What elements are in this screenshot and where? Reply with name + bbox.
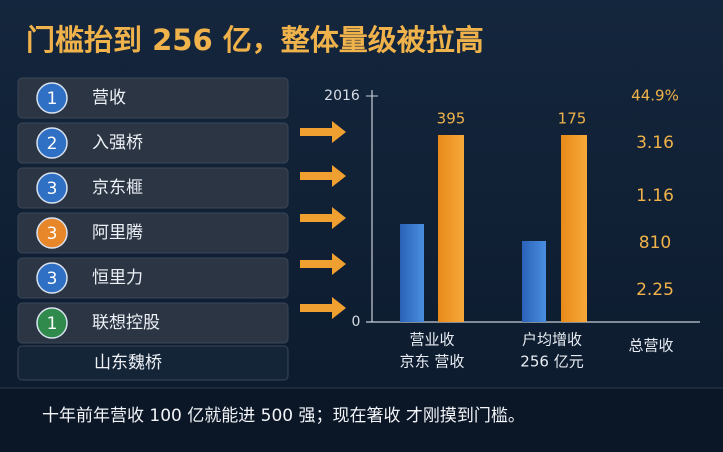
badge <box>36 172 68 204</box>
badge-number: 3 <box>47 269 58 289</box>
title: 门槛抬到 256 亿，整体量级被拉高 <box>26 23 484 57</box>
badge <box>36 82 68 114</box>
axis-label: 2016 <box>324 88 360 104</box>
badge-number: 1 <box>47 314 58 334</box>
list-row <box>17 345 289 381</box>
list-row <box>17 302 289 344</box>
badge-number: 3 <box>47 224 58 244</box>
list-row <box>17 122 289 164</box>
right-label: 810 <box>639 233 671 253</box>
badge <box>36 217 68 249</box>
right-label: 2.25 <box>636 280 674 300</box>
bar <box>400 224 424 322</box>
badge <box>36 127 68 159</box>
list-label: 营收 <box>92 88 126 108</box>
footer-band <box>0 388 723 452</box>
list-row <box>17 212 289 254</box>
category-label: 营业收 <box>409 331 454 349</box>
arrows <box>300 121 346 319</box>
bar <box>561 135 587 322</box>
bar <box>522 241 546 322</box>
badge-number: 1 <box>47 89 58 109</box>
category-label: 京东 营收 <box>400 353 465 371</box>
badge <box>36 307 68 339</box>
bar <box>438 135 464 322</box>
list-label: 山东魏桥 <box>94 353 162 373</box>
right-label: 44.9% <box>631 87 679 105</box>
list-label: 联想控股 <box>92 313 160 333</box>
right-label: 1.16 <box>636 186 674 206</box>
list-label: 入强桥 <box>92 133 143 153</box>
list-label: 恒里力 <box>92 268 143 288</box>
axis-label: 0 <box>352 314 361 330</box>
right-caption: 总营收 <box>628 337 673 355</box>
category-label: 256 亿元 <box>520 353 583 371</box>
right-label: 3.16 <box>636 133 674 153</box>
list-label: 京东榧 <box>92 178 143 198</box>
list-label: 阿里腾 <box>92 223 143 243</box>
list-row <box>17 167 289 209</box>
footer-text: 十年前年营收 100 亿就能进 500 强；现在箸收 才刚摸到门槛。 <box>42 406 525 426</box>
badge-number: 3 <box>47 179 58 199</box>
list-row <box>17 257 289 299</box>
bar-label: 175 <box>558 110 587 128</box>
category-label: 户均增收 <box>522 331 582 349</box>
bar-label: 395 <box>437 110 466 128</box>
list-row <box>17 77 289 119</box>
badge <box>36 262 68 294</box>
badge-number: 2 <box>47 134 58 154</box>
